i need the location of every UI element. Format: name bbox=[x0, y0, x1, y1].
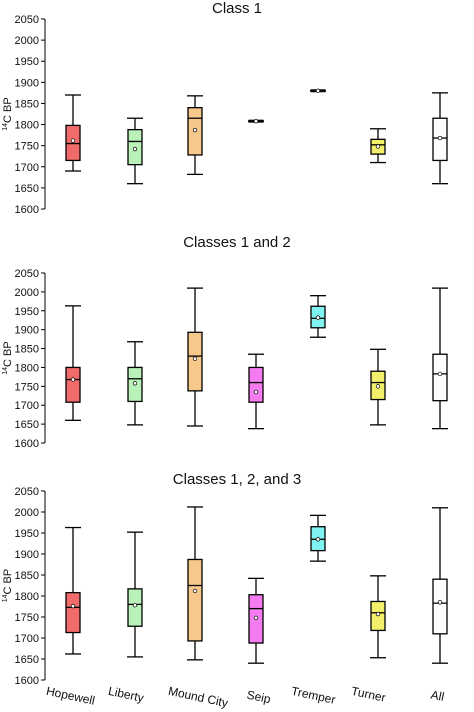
y-tick-label: 1950 bbox=[15, 56, 39, 68]
mean-marker bbox=[375, 384, 381, 389]
x-tick-label: All bbox=[430, 688, 446, 704]
y-tick-label: 1700 bbox=[15, 633, 39, 645]
y-tick-label: 1600 bbox=[15, 675, 39, 687]
y-tick-label: 1850 bbox=[15, 570, 39, 582]
y-axis-label-text: C BP bbox=[2, 97, 14, 123]
mean-marker bbox=[192, 127, 198, 133]
y-tick-label: 2050 bbox=[15, 268, 39, 280]
y-axis-label-superscript: 14 bbox=[2, 594, 9, 602]
box-all bbox=[432, 578, 448, 635]
mean-marker bbox=[132, 146, 138, 152]
y-tick-label: 1800 bbox=[15, 591, 39, 603]
mean-marker bbox=[375, 611, 381, 617]
y-axis-label-superscript: 14 bbox=[2, 123, 9, 131]
y-tick-label: 1850 bbox=[15, 98, 39, 110]
box-all bbox=[432, 353, 448, 402]
x-tick-label: Seip bbox=[246, 688, 273, 707]
y-tick-label: 2000 bbox=[15, 35, 39, 47]
mean-marker bbox=[70, 138, 76, 143]
y-tick-label: 1600 bbox=[15, 438, 39, 450]
y-tick-label: 2000 bbox=[15, 287, 39, 299]
box-mound-city bbox=[187, 558, 203, 642]
y-axis-label-text: C BP bbox=[2, 341, 14, 367]
y-axis-label: 14C BP bbox=[2, 569, 14, 602]
y-tick-label: 1650 bbox=[15, 654, 39, 666]
y-tick-label: 1750 bbox=[15, 141, 39, 153]
y-tick-label: 1950 bbox=[15, 528, 39, 540]
y-tick-label: 1800 bbox=[15, 362, 39, 374]
mean-marker bbox=[132, 381, 138, 386]
y-tick-label: 1850 bbox=[15, 344, 39, 356]
y-tick-label: 2050 bbox=[15, 486, 39, 498]
y-tick-label: 1900 bbox=[15, 325, 39, 337]
y-tick-label: 1900 bbox=[15, 549, 39, 561]
y-axis-label-text: C BP bbox=[2, 569, 14, 595]
x-tick-label: Turner bbox=[350, 684, 387, 705]
mean-marker bbox=[315, 315, 321, 320]
y-axis-label-superscript: 14 bbox=[2, 367, 9, 375]
y-tick-label: 2050 bbox=[15, 14, 39, 26]
mean-marker bbox=[437, 600, 443, 605]
mean-marker bbox=[315, 88, 321, 93]
mean-marker bbox=[375, 144, 381, 149]
mean-marker bbox=[253, 389, 259, 395]
chart-title: Classes 1, 2, and 3 bbox=[173, 471, 301, 488]
y-tick-label: 2000 bbox=[15, 507, 39, 519]
y-tick-label: 1750 bbox=[15, 612, 39, 624]
box-mound-city bbox=[187, 331, 203, 392]
y-tick-label: 1950 bbox=[15, 306, 39, 318]
mean-marker bbox=[192, 588, 198, 594]
y-tick-label: 1700 bbox=[15, 162, 39, 174]
mean-marker bbox=[437, 135, 443, 141]
x-tick-label: Hopewell bbox=[45, 684, 96, 708]
y-axis-label: 14C BP bbox=[2, 97, 14, 130]
x-tick-label: Liberty bbox=[107, 684, 145, 705]
mean-marker bbox=[253, 615, 259, 620]
box-liberty bbox=[127, 588, 143, 627]
mean-marker bbox=[253, 119, 259, 124]
chart-title: Class 1 bbox=[212, 0, 262, 17]
box-hopewell bbox=[65, 366, 81, 403]
y-tick-label: 1700 bbox=[15, 400, 39, 412]
x-tick-label: Tremper bbox=[290, 684, 337, 707]
box-seip bbox=[248, 366, 264, 403]
mean-marker bbox=[437, 371, 443, 377]
mean-marker bbox=[192, 356, 198, 361]
mean-marker bbox=[315, 537, 321, 542]
mean-marker bbox=[132, 603, 138, 608]
y-tick-label: 1600 bbox=[15, 204, 39, 216]
x-tick-label: Mound City bbox=[167, 684, 229, 710]
mean-marker bbox=[70, 377, 76, 382]
y-tick-label: 1650 bbox=[15, 419, 39, 431]
box-hopewell bbox=[65, 591, 81, 634]
y-tick-label: 1650 bbox=[15, 183, 39, 195]
y-tick-label: 1750 bbox=[15, 381, 39, 393]
y-tick-label: 1900 bbox=[15, 77, 39, 89]
mean-marker bbox=[70, 603, 76, 609]
chart-title: Classes 1 and 2 bbox=[183, 234, 291, 251]
y-tick-label: 1800 bbox=[15, 120, 39, 132]
y-axis-label: 14C BP bbox=[2, 341, 14, 374]
